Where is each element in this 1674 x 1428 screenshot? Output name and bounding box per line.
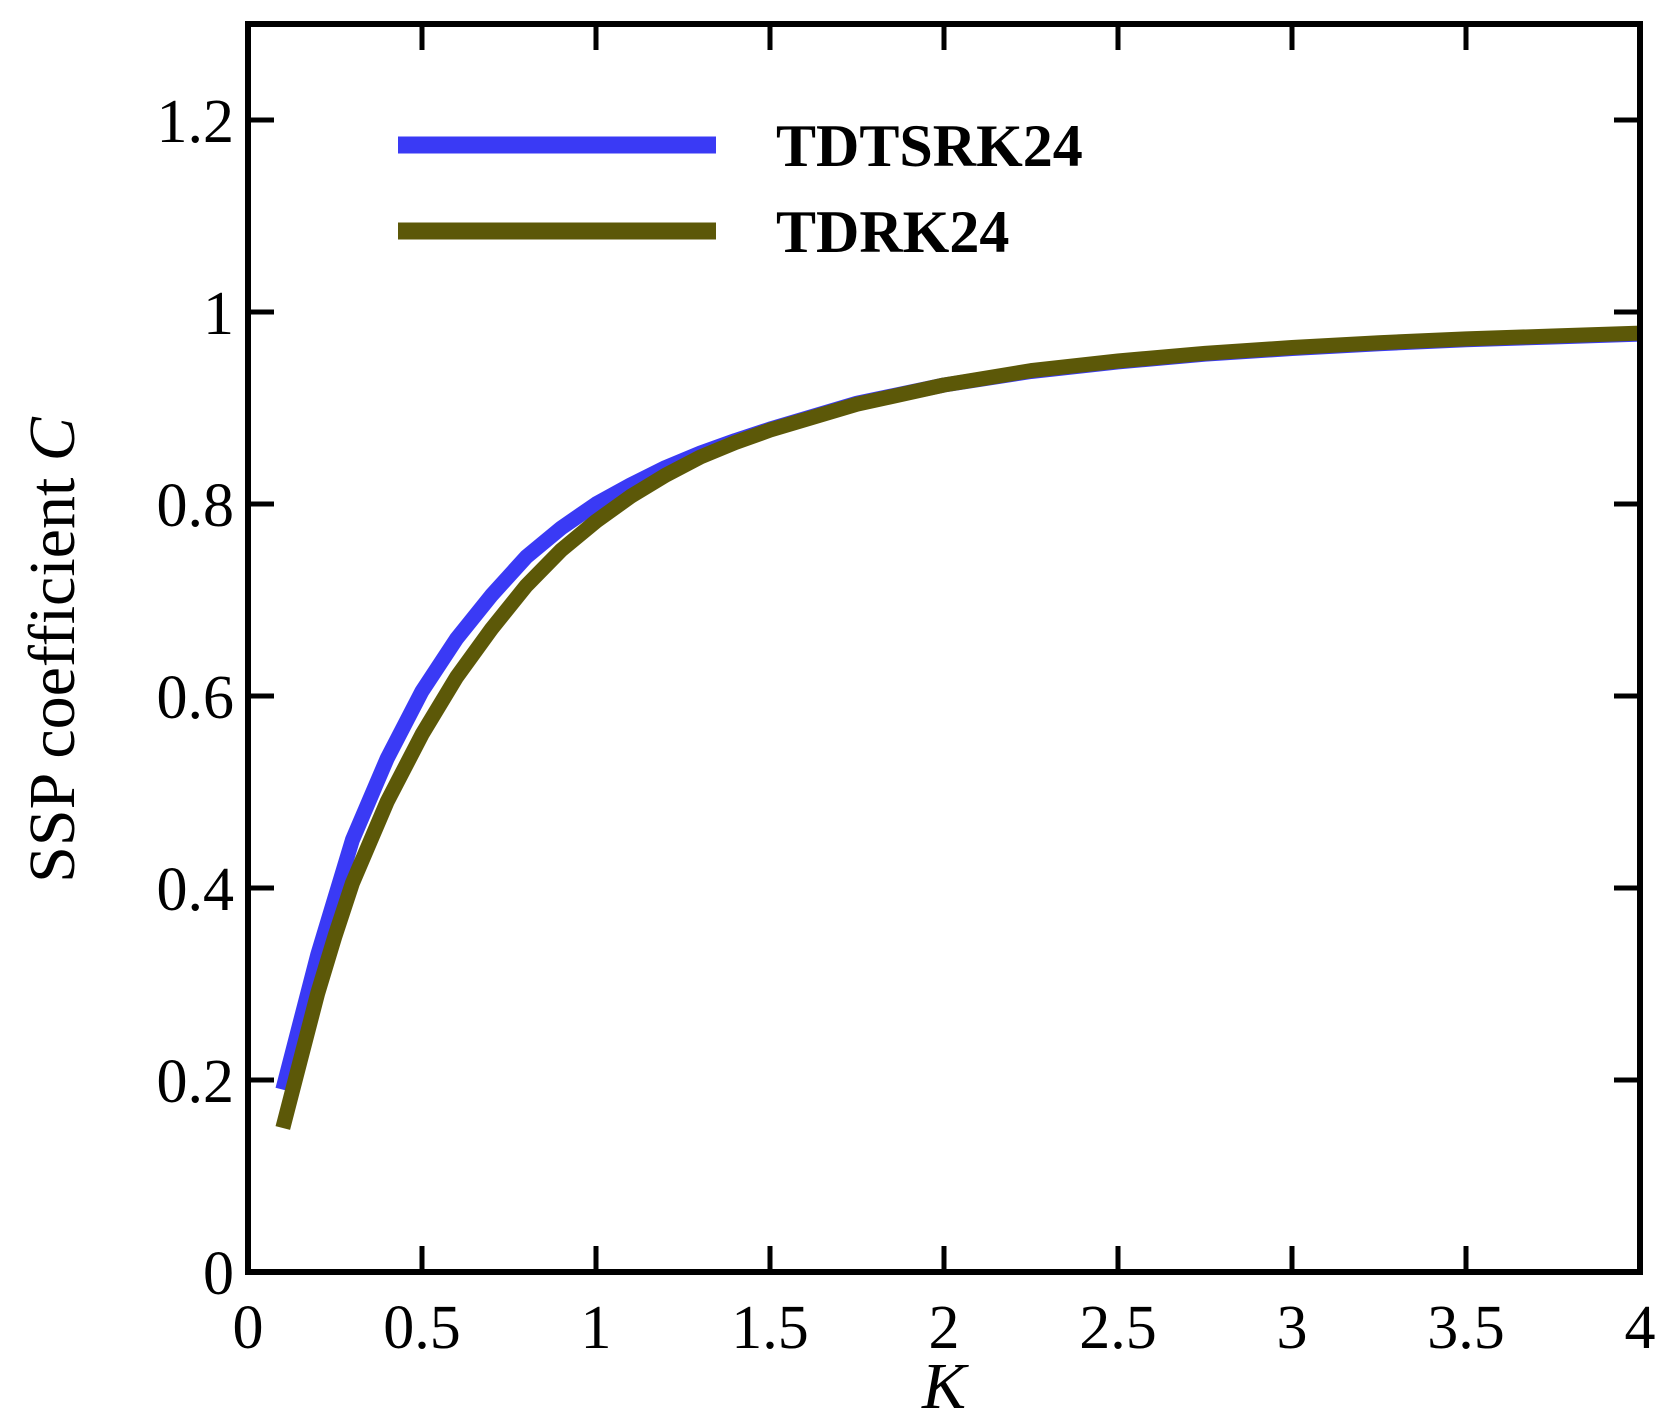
x-tick-label: 2 bbox=[929, 1294, 960, 1362]
y-tick-label: 1 bbox=[203, 280, 234, 348]
x-tick-label: 0.5 bbox=[383, 1294, 461, 1362]
legend-label-tdrk24: TDRK24 bbox=[776, 199, 1009, 265]
series-layer bbox=[275, 325, 1641, 1130]
y-tick-label: 0.8 bbox=[157, 472, 235, 540]
y-axis-label: SSP coefficient C bbox=[16, 416, 89, 883]
x-tick-label: 2.5 bbox=[1079, 1294, 1157, 1362]
y-axis-label-text: SSP coefficient bbox=[16, 461, 89, 883]
x-tick-label: 0 bbox=[233, 1294, 264, 1362]
x-tick-label: 3.5 bbox=[1427, 1294, 1505, 1362]
x-axis-label: K bbox=[921, 1350, 969, 1423]
y-tick-label: 0 bbox=[203, 1240, 234, 1308]
tick-labels-layer: 0 0.5 1 1.5 2 2.5 3 3.5 4 0 0.2 0.4 0.6 0.8 1 1.2 bbox=[157, 88, 1656, 1362]
series-line-tdrk24 bbox=[275, 325, 1641, 1130]
legend-label-tdtsrk24: TDTSRK24 bbox=[776, 113, 1083, 179]
y-tick-label: 0.2 bbox=[157, 1048, 235, 1116]
y-tick-label: 0.6 bbox=[157, 664, 235, 732]
ticks-layer bbox=[248, 24, 1640, 1272]
legend: TDTSRK24 TDRK24 bbox=[398, 113, 1083, 265]
x-tick-label: 1 bbox=[581, 1294, 612, 1362]
x-tick-label: 4 bbox=[1625, 1294, 1656, 1362]
x-tick-label: 3 bbox=[1277, 1294, 1308, 1362]
y-tick-label: 1.2 bbox=[157, 88, 235, 156]
plot-frame bbox=[245, 21, 1643, 1275]
series-line-tdtsrk24 bbox=[275, 326, 1641, 1092]
y-tick-label: 0.4 bbox=[157, 856, 235, 924]
x-tick-label: 1.5 bbox=[731, 1294, 809, 1362]
y-axis-label-symbol: C bbox=[16, 416, 89, 461]
